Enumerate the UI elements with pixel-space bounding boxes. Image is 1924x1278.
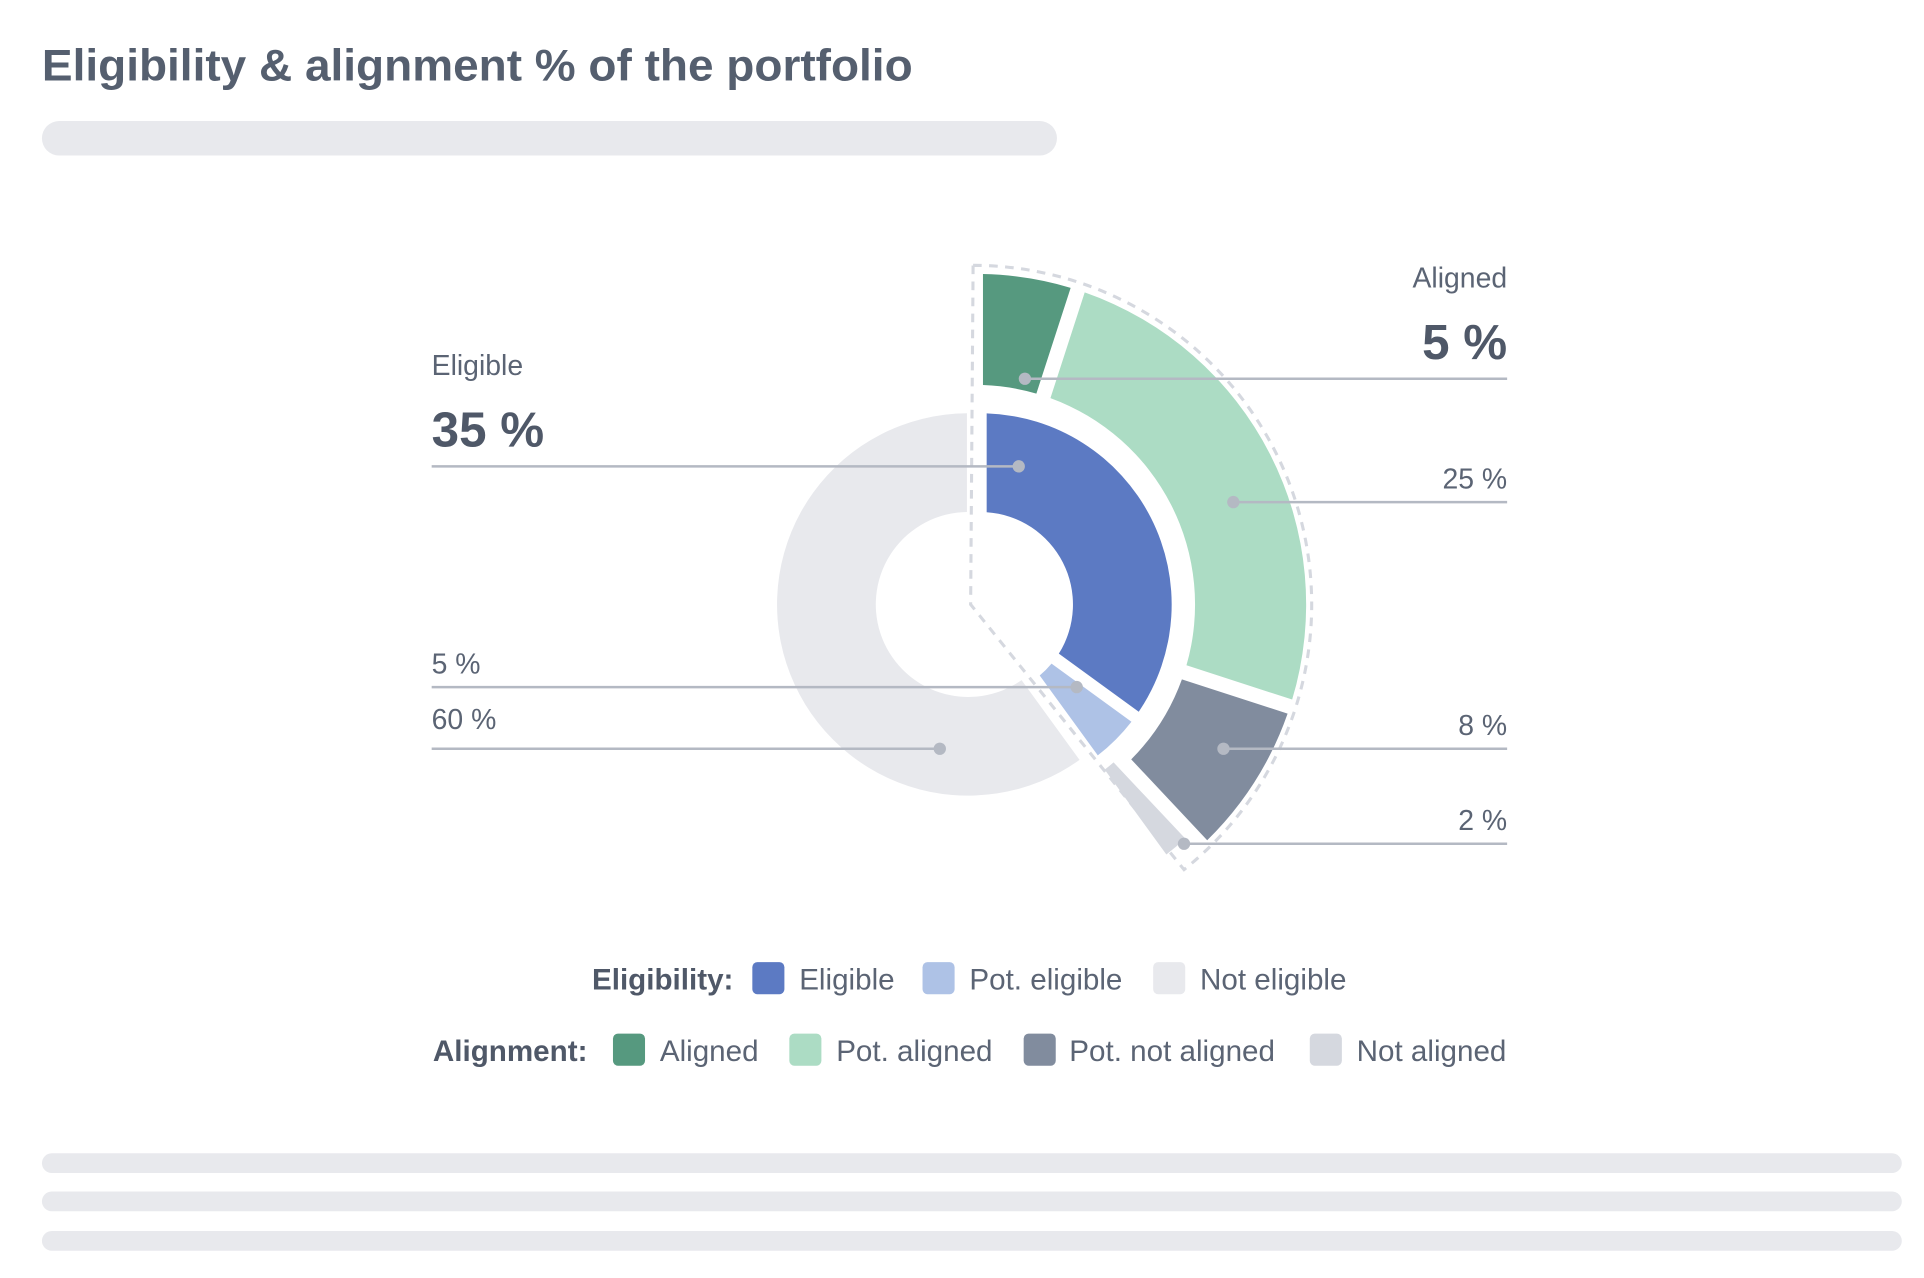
legend-eligibility: Eligibility: Eligible Pot. eligible Not …: [592, 962, 1346, 996]
legend-swatch-pot-eligible: [922, 962, 955, 995]
slice-pot-not-aligned[interactable]: [1131, 679, 1288, 841]
leader-dot: [1177, 837, 1191, 850]
label-eligible: 35 %: [432, 403, 544, 458]
legend-item-aligned[interactable]: Aligned: [660, 1035, 759, 1068]
eligible-outline: [969, 263, 1314, 872]
legend-title-alignment: Alignment:: [433, 1035, 588, 1068]
slice-not-eligible[interactable]: [777, 413, 1080, 796]
caption-eligible: Eligible: [432, 350, 523, 382]
placeholder-bar: [41, 1153, 1902, 1174]
legend-item-pot-aligned[interactable]: Pot. aligned: [836, 1035, 992, 1068]
label-pot-eligible: 5 %: [432, 649, 481, 681]
legend-title-eligibility: Eligibility:: [592, 963, 733, 996]
label-pot-not-aligned: 8 %: [1458, 710, 1507, 742]
legend-item-pot-eligible[interactable]: Pot. eligible: [969, 963, 1122, 996]
placeholder-bar: [41, 1231, 1902, 1251]
legend-swatch-pot-not-aligned: [1023, 1033, 1056, 1066]
placeholder-bar: [41, 121, 1057, 156]
legend-swatch-eligible: [752, 962, 785, 995]
legend-item-pot-not-aligned[interactable]: Pot. not aligned: [1069, 1035, 1275, 1068]
legend-swatch-aligned: [612, 1033, 646, 1066]
placeholder-bar: [41, 1191, 1902, 1212]
leader-dot: [1018, 372, 1032, 385]
label-aligned: 5 %: [1422, 315, 1507, 370]
leader-dot: [1070, 680, 1083, 694]
donut-rings: [777, 274, 1307, 855]
label-not-aligned: 2 %: [1458, 805, 1507, 837]
legend-item-not-eligible[interactable]: Not eligible: [1200, 963, 1346, 996]
legend-item-eligible[interactable]: Eligible: [799, 963, 894, 996]
legend-alignment: Alignment: Aligned Pot. aligned Pot. not…: [433, 1033, 1507, 1068]
leader-dot: [933, 742, 946, 755]
label-not-eligible: 60 %: [432, 704, 497, 736]
legend-swatch-pot-aligned: [789, 1033, 822, 1066]
slice-eligible[interactable]: [986, 413, 1172, 712]
label-pot-aligned: 25 %: [1442, 464, 1507, 496]
legend-swatch-not-eligible: [1153, 962, 1186, 995]
chart-title: Eligibility & alignment % of the portfol…: [42, 41, 913, 90]
slice-pot-aligned[interactable]: [1050, 292, 1307, 700]
caption-aligned: Aligned: [1413, 263, 1508, 295]
leader-dot: [1012, 460, 1025, 473]
leader-dot: [1227, 495, 1240, 509]
leader-dot: [1217, 742, 1230, 755]
slice-not-aligned[interactable]: [1104, 762, 1186, 855]
slice-aligned[interactable]: [982, 274, 1071, 394]
legend-swatch-not-aligned: [1309, 1033, 1342, 1066]
legend-item-not-aligned[interactable]: Not aligned: [1357, 1035, 1507, 1068]
